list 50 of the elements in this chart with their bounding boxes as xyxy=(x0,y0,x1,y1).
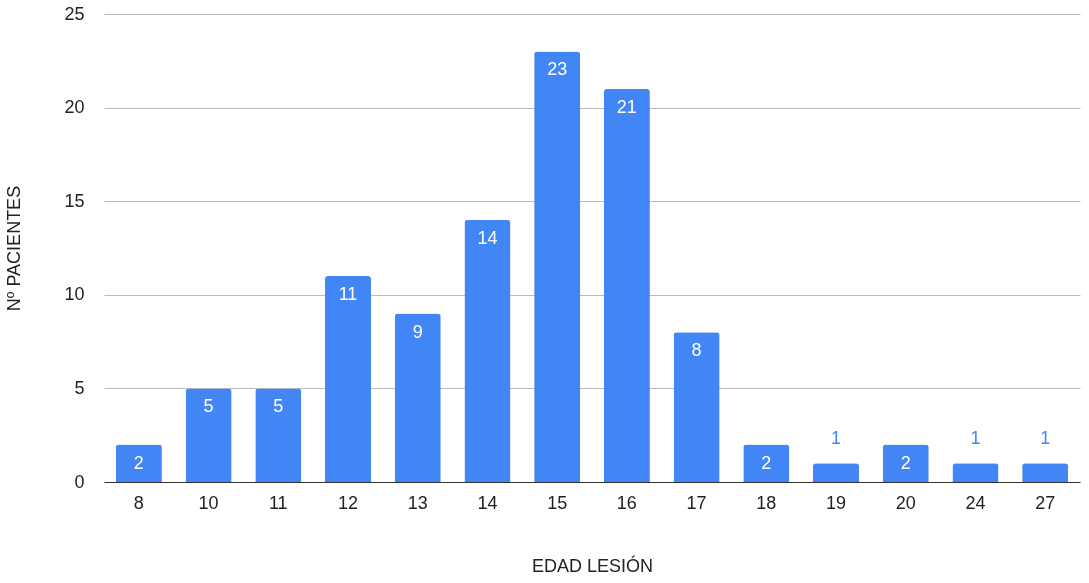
x-tick-label: 16 xyxy=(616,492,637,513)
y-tick-label: 5 xyxy=(74,377,85,398)
data-label: 21 xyxy=(616,96,637,117)
y-tick-label: 25 xyxy=(64,3,85,24)
x-tick-label: 15 xyxy=(547,492,568,513)
x-tick-label: 14 xyxy=(477,492,498,513)
y-axis-title: Nº PACIENTES xyxy=(4,185,25,312)
bar xyxy=(673,332,720,482)
y-tick-label: 10 xyxy=(64,284,85,305)
data-label: 2 xyxy=(900,452,911,473)
bar xyxy=(324,276,372,482)
bar xyxy=(603,88,650,482)
x-tick-label: 8 xyxy=(133,492,144,513)
y-tick-label: 15 xyxy=(64,190,85,211)
x-tick-label: 13 xyxy=(407,492,428,513)
y-tick-label: 0 xyxy=(74,471,85,492)
bar xyxy=(1022,463,1069,482)
data-label: 23 xyxy=(547,59,568,80)
data-label: 11 xyxy=(338,284,358,305)
data-label: 1 xyxy=(830,428,842,449)
x-tick-label: 19 xyxy=(825,492,847,513)
data-label: 9 xyxy=(412,321,423,342)
x-axis-title: EDAD LESIÓN xyxy=(531,554,654,576)
bar xyxy=(255,388,302,482)
x-tick-label: 18 xyxy=(756,492,777,513)
data-label: 2 xyxy=(761,452,772,473)
x-tick-label: 24 xyxy=(965,492,986,513)
bar xyxy=(534,51,581,482)
bar xyxy=(882,444,929,482)
bar xyxy=(952,463,999,482)
bar xyxy=(464,219,511,482)
data-label: 8 xyxy=(691,340,702,361)
data-label: 1 xyxy=(1040,428,1051,449)
data-label: 1 xyxy=(970,428,981,449)
x-tick-label: 11 xyxy=(268,492,288,513)
x-tick-label: 27 xyxy=(1035,492,1056,513)
bar xyxy=(115,444,162,482)
bar xyxy=(743,444,790,482)
data-label: 2 xyxy=(133,452,144,473)
data-label: 5 xyxy=(273,396,284,417)
data-label: 14 xyxy=(477,227,498,248)
bar xyxy=(394,313,441,482)
bar xyxy=(812,463,860,482)
y-tick-label: 20 xyxy=(64,97,85,118)
bar xyxy=(185,388,232,482)
x-tick-label: 10 xyxy=(198,492,219,513)
x-tick-label: 12 xyxy=(337,492,359,513)
data-label: 5 xyxy=(203,396,214,417)
x-tick-label: 20 xyxy=(895,492,916,513)
x-tick-label: 17 xyxy=(686,492,707,513)
